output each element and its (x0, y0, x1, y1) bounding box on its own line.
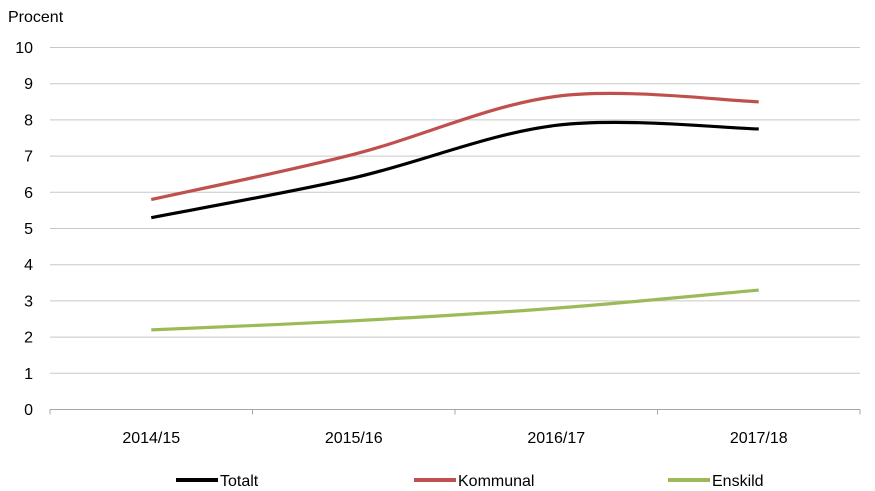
y-tick-label: 9 (24, 76, 33, 93)
x-tick-label: 2016/17 (527, 430, 585, 447)
x-tick-label: 2015/16 (325, 430, 383, 447)
y-tick-label: 7 (24, 149, 33, 166)
series-lines (150, 91, 759, 332)
y-tick-label: 8 (24, 112, 33, 129)
legend-label-totalt: Totalt (220, 473, 259, 490)
y-tick-label: 5 (24, 221, 33, 238)
legend-label-enskild: Enskild (712, 473, 764, 490)
y-tick-label: 1 (24, 366, 33, 383)
y-axis-tick-labels: 0 1 2 3 4 5 6 7 8 9 10 (15, 40, 33, 419)
y-tick-label: 4 (24, 257, 33, 274)
x-axis-tick-labels: 2014/15 2015/16 2016/17 2017/18 (122, 430, 787, 447)
legend: Totalt Kommunal Enskild (176, 473, 764, 490)
gridlines (50, 47, 860, 374)
y-tick-label: 6 (24, 185, 33, 202)
x-axis (49, 409, 861, 415)
y-tick-label: 2 (24, 330, 33, 347)
x-tick-label: 2017/18 (730, 430, 788, 447)
series-line-enskild (151, 288, 759, 332)
y-tick-label: 0 (24, 402, 33, 419)
y-axis-unit-label: Procent (8, 9, 64, 26)
y-tick-label: 10 (15, 40, 33, 57)
series-line-kommunal (150, 91, 759, 202)
legend-label-kommunal: Kommunal (458, 473, 534, 490)
series-line-totalt (150, 120, 759, 220)
x-tick-label: 2014/15 (122, 430, 180, 447)
y-tick-label: 3 (24, 293, 33, 310)
